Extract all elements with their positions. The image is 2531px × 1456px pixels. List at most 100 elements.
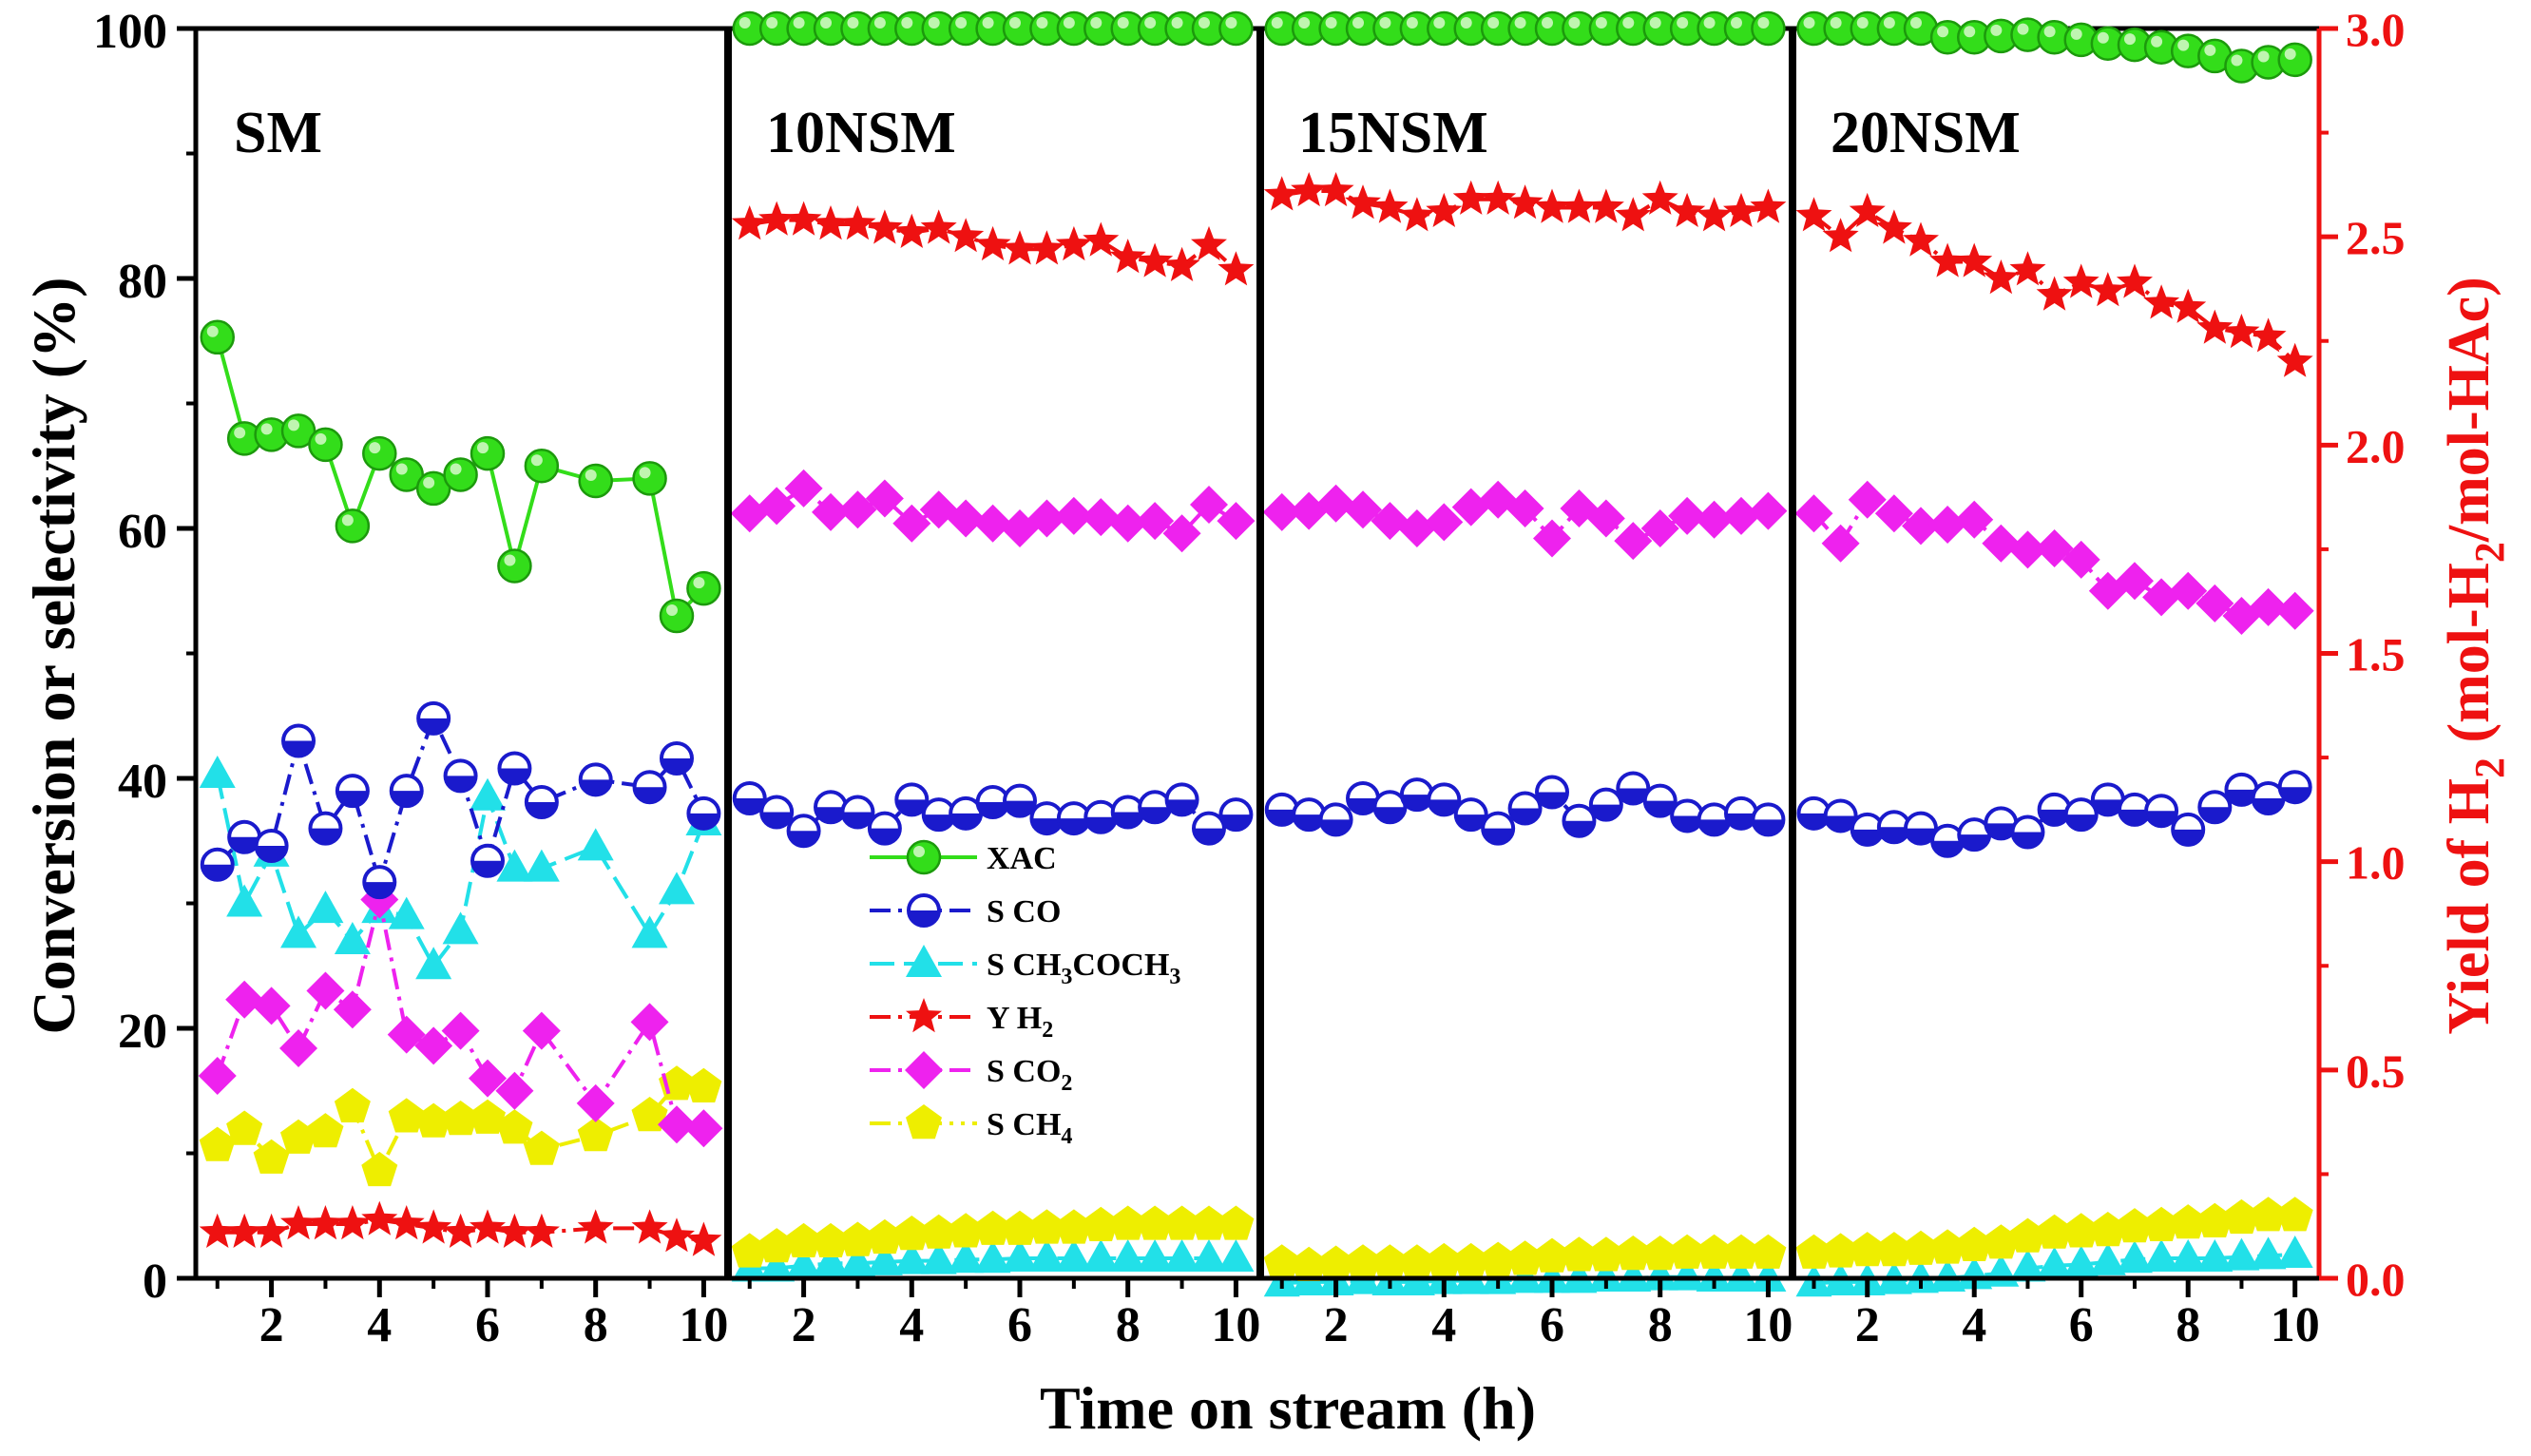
- series-xac: [732, 10, 1254, 47]
- sace-point: [334, 921, 371, 954]
- xac-point-highlight: [2231, 54, 2243, 67]
- sace-point: [2276, 1236, 2313, 1269]
- chart-marks: SM 10NSM 15NSM 20NSM: [198, 10, 2314, 1297]
- x-tick-label: 6: [1540, 1298, 1564, 1352]
- sch4-point: [1480, 1241, 1517, 1276]
- sco-point: [1399, 777, 1434, 813]
- yh2-point: [1371, 188, 1409, 223]
- panel-10nsm: 10NSM: [730, 10, 1256, 1282]
- sco-point: [1670, 798, 1705, 833]
- yh2-point: [470, 1209, 506, 1244]
- x-tick-label: 10: [679, 1298, 728, 1352]
- sco-point: [254, 829, 289, 864]
- x-tick-label: 10: [1743, 1298, 1793, 1352]
- sch4-point: [813, 1222, 849, 1257]
- xac-point: [470, 435, 506, 471]
- sco-point: [389, 774, 424, 809]
- sco2-point: [1425, 503, 1464, 542]
- sch4-point: [307, 1113, 344, 1148]
- sco-point: [686, 795, 721, 831]
- sco2-point: [2008, 530, 2047, 569]
- yh2-point: [1109, 239, 1146, 274]
- sace-point: [1163, 1238, 1200, 1272]
- series-sace: [199, 756, 722, 980]
- sch4-point: [2143, 1206, 2180, 1241]
- xac-point: [497, 548, 532, 584]
- sace-point: [1956, 1256, 1993, 1290]
- sco-point: [1535, 775, 1570, 810]
- yh2-point: [2036, 276, 2073, 311]
- series-xac: [1796, 10, 2312, 84]
- sco-point: [335, 774, 370, 809]
- xac-point-highlight: [1649, 17, 1661, 29]
- axes: 0 20 40 60 80 100 0.0 0.5 1.0 1.5 2.0 2.5 3.0 2 4 6 8 10 2…: [93, 3, 2406, 1352]
- yh2-point: [415, 1209, 452, 1244]
- sco2-point: [1982, 524, 2021, 563]
- sco2-point: [838, 490, 877, 529]
- sco-point: [814, 790, 849, 825]
- sco2-point: [1290, 491, 1329, 530]
- sace-point: [442, 911, 479, 945]
- yh2-point: [199, 1213, 236, 1248]
- sch4-point: [785, 1222, 822, 1257]
- panel-label: 15NSM: [1298, 101, 1488, 165]
- yh2-point: [2250, 317, 2287, 353]
- sco-point: [1083, 799, 1119, 834]
- y2-tick-label: 3.0: [2346, 3, 2406, 56]
- legend-item-xac: XAC: [870, 839, 1057, 876]
- sch4-point: [1452, 1242, 1489, 1278]
- sco-point: [1723, 795, 1758, 831]
- x-tick-label: 2: [1324, 1298, 1349, 1352]
- sco2-point: [1749, 491, 1788, 530]
- sch4-point: [731, 1233, 768, 1268]
- sace-point: [1587, 1259, 1624, 1292]
- xac-point: [524, 449, 560, 484]
- sco-point: [907, 893, 941, 928]
- yh2-point: [1218, 251, 1255, 286]
- x-tick-label: 8: [1116, 1298, 1141, 1352]
- sch4-point: [2089, 1212, 2126, 1247]
- sch4-point: [1956, 1226, 1993, 1261]
- sco2-point: [252, 987, 291, 1025]
- sco2-point: [198, 1056, 237, 1095]
- series-sco: [200, 700, 721, 900]
- yh2-point: [1191, 225, 1227, 261]
- sace-point: [1615, 1259, 1652, 1292]
- sch4-point: [442, 1101, 479, 1136]
- xac-point-highlight: [2284, 48, 2296, 60]
- sace-point: [1641, 1257, 1678, 1291]
- sco-point: [1164, 782, 1199, 817]
- xac-point-highlight: [1090, 17, 1103, 29]
- x-tick-label: 6: [2069, 1298, 2094, 1352]
- xac-point-highlight: [369, 442, 381, 454]
- legend-label: S CH3COCH3: [987, 948, 1180, 989]
- sace-point: [1722, 1259, 1759, 1292]
- series-sch4: [1263, 1234, 1787, 1281]
- yh2-point: [226, 1213, 263, 1248]
- sch4-point: [758, 1228, 796, 1263]
- xac-point-highlight: [1298, 17, 1311, 29]
- sch4-point: [839, 1221, 876, 1256]
- panel-label: 20NSM: [1831, 101, 2021, 165]
- sch4-point: [470, 1099, 506, 1134]
- sace-point: [1055, 1238, 1092, 1272]
- y-tick-label: 20: [118, 1005, 167, 1059]
- sco-point: [1984, 806, 2019, 841]
- xac-point-highlight: [1433, 17, 1446, 29]
- sch4-point: [2250, 1197, 2287, 1232]
- sco2-point: [947, 499, 986, 538]
- yh2-point: [1956, 242, 1993, 278]
- sco2-point: [684, 1109, 723, 1148]
- sace-point: [199, 756, 236, 789]
- yh2-point: [1641, 180, 1678, 215]
- sco-point: [2171, 812, 2206, 847]
- sch4-point: [199, 1126, 236, 1161]
- sch4-point: [1534, 1237, 1570, 1273]
- yh2-point: [1163, 246, 1200, 281]
- sch4-point: [1723, 1234, 1759, 1269]
- y-tick-label: 60: [118, 505, 167, 559]
- y2-tick-label: 2.5: [2346, 211, 2406, 264]
- sch4-point: [1506, 1240, 1544, 1275]
- sco2-point: [1848, 480, 1887, 519]
- yh2-point: [1903, 221, 1939, 257]
